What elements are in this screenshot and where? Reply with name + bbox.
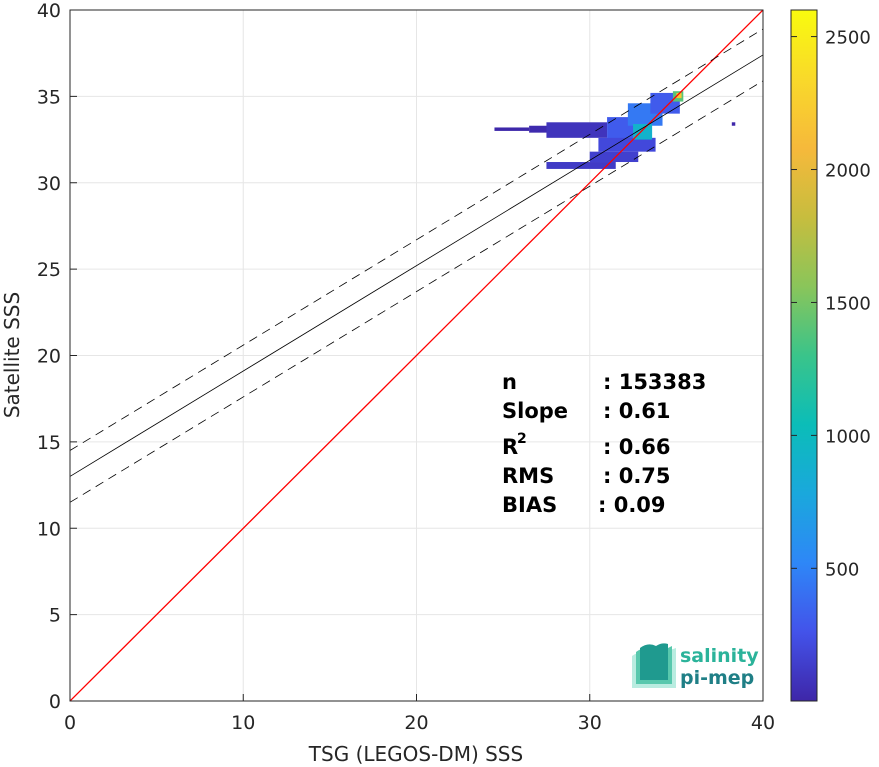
upper-band-line bbox=[70, 28, 763, 451]
reference-lines bbox=[70, 10, 763, 701]
stat-bias-value: : 0.09 bbox=[598, 493, 666, 517]
x-tick-label: 40 bbox=[751, 712, 775, 734]
salinity-pi-mep-logo: salinity pi-mep bbox=[632, 643, 759, 689]
x-tick-label: 0 bbox=[64, 712, 76, 734]
stat-bias-label: BIAS bbox=[502, 493, 557, 517]
stat-n-label: n bbox=[502, 370, 517, 394]
y-tick-label: 25 bbox=[37, 259, 61, 281]
colorbar-frame bbox=[790, 9, 818, 702]
y-tick-label: 10 bbox=[37, 518, 61, 540]
stat-rms-label: RMS bbox=[502, 464, 554, 488]
colorbar-tick-label: 2000 bbox=[825, 161, 871, 182]
y-tick-label: 20 bbox=[37, 346, 61, 368]
density-cell bbox=[676, 92, 682, 99]
lower-band-line bbox=[70, 80, 763, 503]
y-tick-label: 0 bbox=[49, 691, 61, 713]
logo-waves-icon bbox=[632, 643, 676, 688]
colorbar-ticks: 500 1000 1500 2000 2500 bbox=[791, 28, 871, 580]
regression-line bbox=[70, 54, 763, 477]
stat-slope-value: : 0.61 bbox=[603, 399, 671, 423]
colorbar-tick-label: 2500 bbox=[825, 28, 871, 49]
colorbar bbox=[791, 10, 817, 701]
colorbar-tick-label: 500 bbox=[825, 559, 859, 580]
y-tick-label: 30 bbox=[37, 173, 61, 195]
x-tick-label: 30 bbox=[578, 712, 602, 734]
density-cell bbox=[589, 151, 639, 163]
x-axis-label: TSG (LEGOS-DM) SSS bbox=[308, 742, 523, 766]
density-cell bbox=[494, 127, 530, 131]
x-tick-label: 20 bbox=[404, 712, 428, 734]
logo-line2: pi-mep bbox=[680, 667, 754, 689]
stat-n-value: : 153383 bbox=[603, 370, 706, 394]
y-tick-label: 15 bbox=[37, 432, 61, 454]
y-tick-label: 5 bbox=[49, 605, 61, 627]
density-cell bbox=[546, 122, 608, 138]
density-cell bbox=[650, 92, 680, 114]
y-tick-label: 35 bbox=[37, 86, 61, 108]
colorbar-tick-label: 1000 bbox=[825, 426, 871, 447]
stat-r2-label: R bbox=[502, 435, 518, 459]
stat-r2-value: : 0.66 bbox=[603, 435, 671, 459]
y-ticks: 0 5 10 15 20 25 30 35 40 bbox=[37, 0, 77, 713]
x-ticks: 0 10 20 30 40 bbox=[64, 694, 775, 734]
stat-r2-sup: 2 bbox=[517, 431, 527, 447]
x-tick-label: 10 bbox=[231, 712, 255, 734]
density-cell bbox=[529, 125, 556, 133]
y-tick-label: 40 bbox=[37, 0, 61, 22]
density-cell bbox=[731, 122, 736, 126]
colorbar-tick-label: 1500 bbox=[825, 293, 871, 314]
stat-slope-label: Slope bbox=[502, 399, 568, 423]
logo-line1: salinity bbox=[680, 645, 759, 667]
y-axis-label: Satellite SSS bbox=[0, 292, 24, 418]
stat-rms-value: : 0.75 bbox=[603, 464, 671, 488]
stats-box: n : 153383 Slope : 0.61 R 2 : 0.66 RMS :… bbox=[502, 370, 706, 517]
